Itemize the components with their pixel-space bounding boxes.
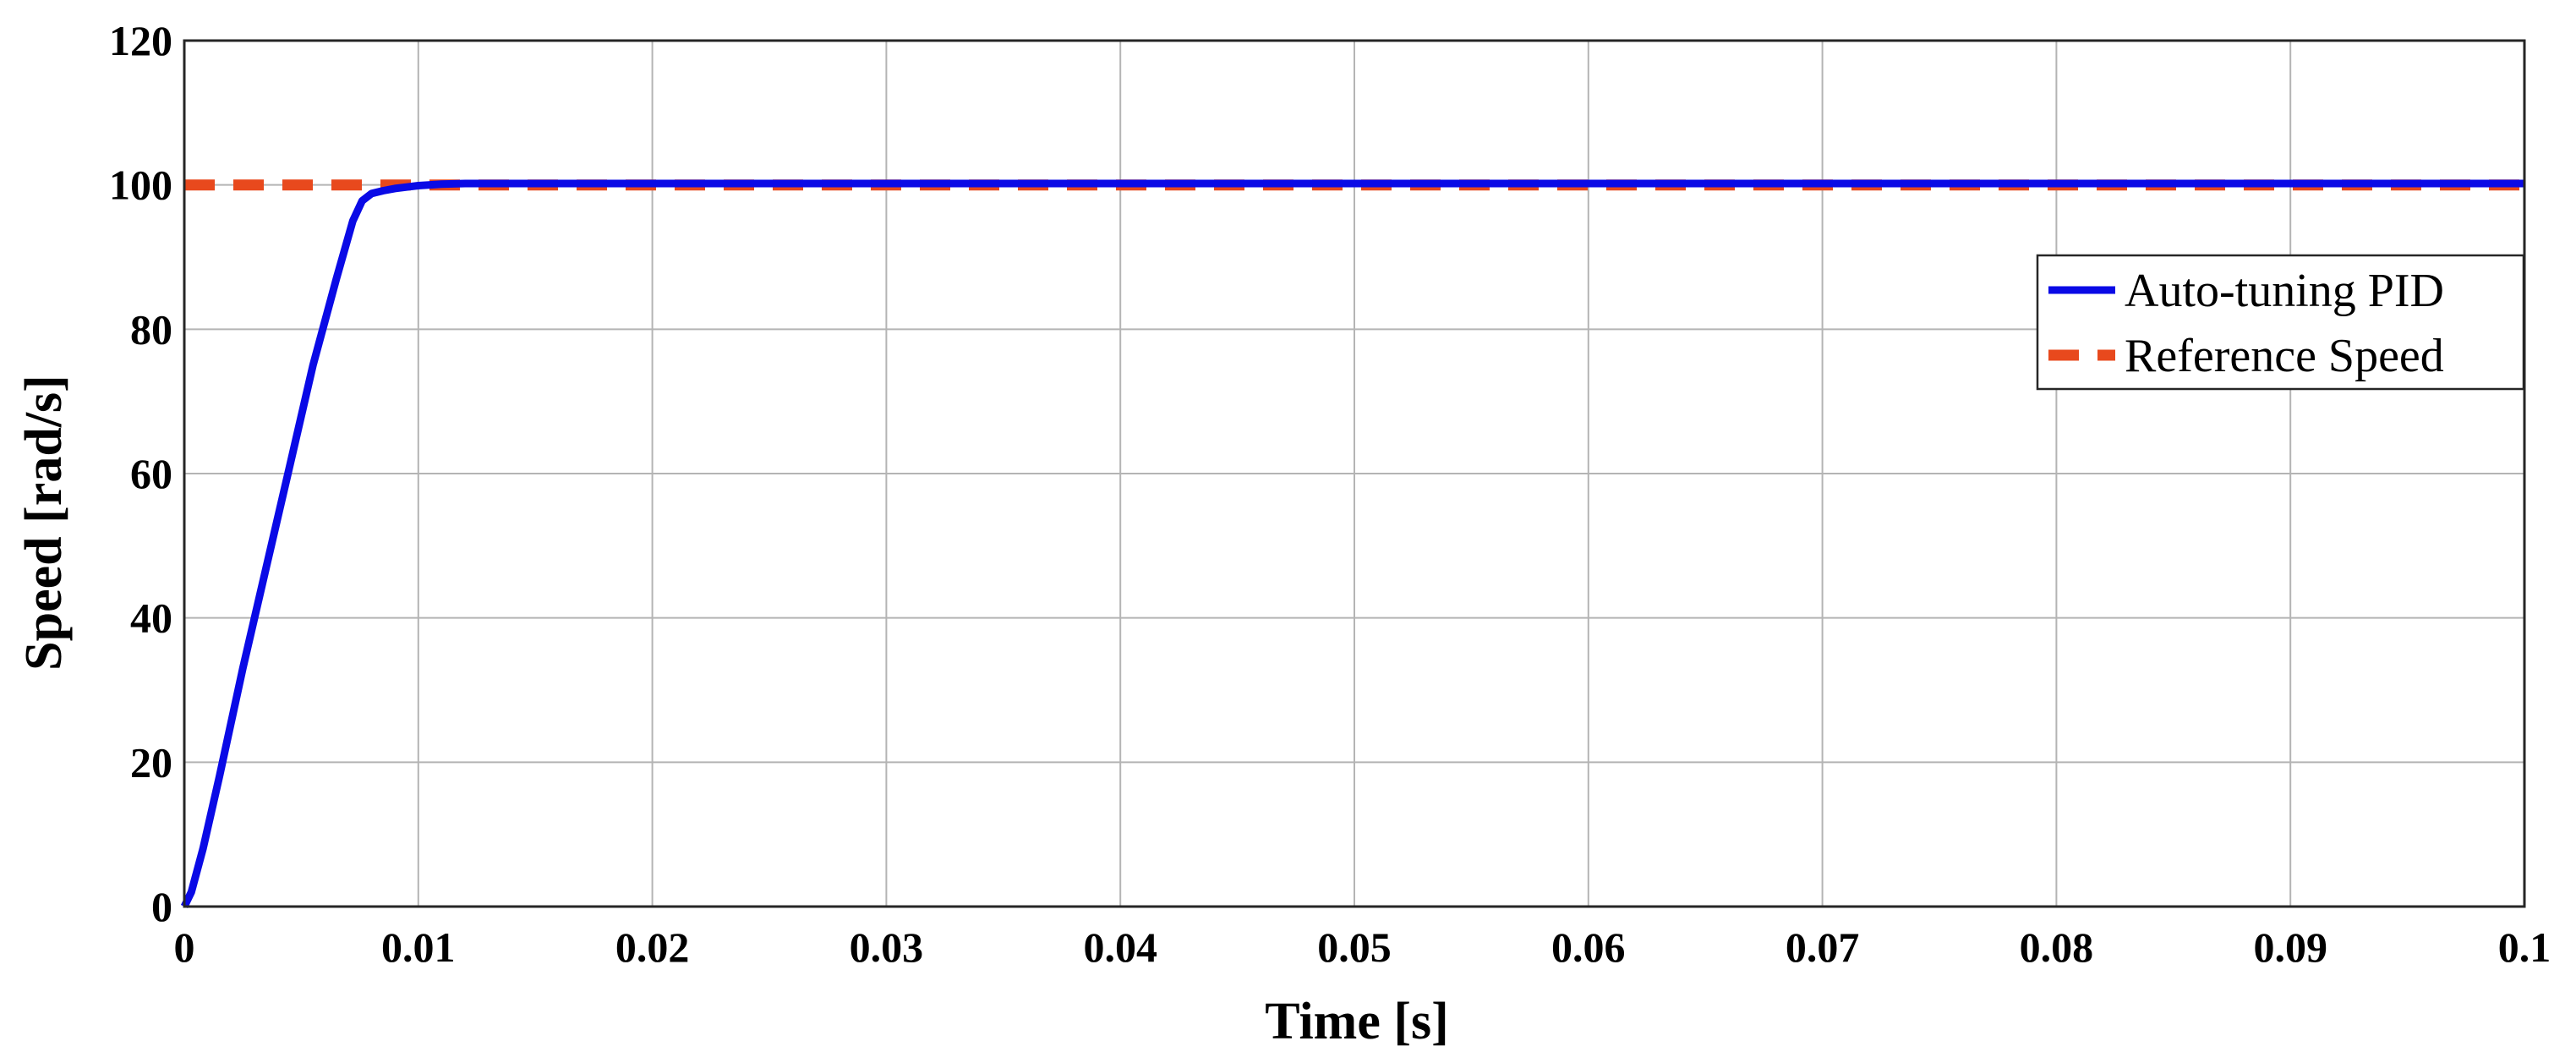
y-tick-label: 40 [130,595,172,642]
y-tick-label: 60 [130,450,172,497]
x-tick-label: 0.01 [381,923,456,971]
y-axis-title: Speed [rad/s] [15,375,73,671]
x-tick-label: 0.09 [2253,923,2327,971]
legend-label-reference-speed: Reference Speed [2125,330,2444,382]
x-tick-label: 0.02 [615,923,690,971]
series-layer [180,179,2524,908]
x-tick-label: 0.05 [1317,923,1392,971]
legend-box [2036,254,2525,391]
x-tick-label: 0.06 [1551,923,1626,971]
legend: Auto-tuning PID Reference Speed [2036,254,2525,391]
legend-label-auto-tuning-pid: Auto-tuning PID [2125,265,2444,317]
x-tick-label: 0.03 [850,923,924,971]
series-line-auto-tuning-pid [180,179,2524,908]
plot-frame [183,39,2526,908]
y-tick-label: 0 [151,883,172,930]
x-tick-label: 0.08 [2020,923,2094,971]
y-tick-label: 80 [130,305,172,353]
tick-labels: 0 0.01 0.02 0.03 0.04 0.05 0.06 0.07 0.08 0.09 0.1… [109,17,2551,971]
x-tick-label: 0.07 [1786,923,1860,971]
y-tick-label: 20 [130,738,172,786]
y-tick-label: 100 [109,162,172,209]
x-tick-label: 0 [174,923,195,971]
x-axis-title: Time [s] [1265,993,1449,1050]
y-tick-label: 120 [109,17,172,64]
x-tick-label: 0.04 [1083,923,1157,971]
x-tick-label: 0.1 [2498,923,2551,971]
